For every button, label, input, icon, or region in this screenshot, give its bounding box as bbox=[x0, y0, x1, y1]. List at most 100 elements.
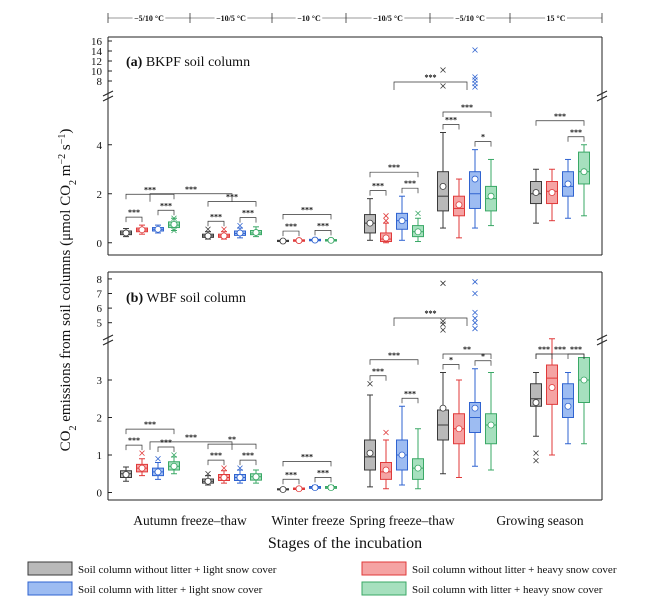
mean-marker bbox=[532, 189, 540, 196]
cross-significance-bracket: *** bbox=[393, 309, 468, 326]
mean-marker bbox=[236, 229, 244, 237]
y-tick-label: 2 bbox=[97, 189, 103, 201]
outlier-marker bbox=[171, 227, 177, 234]
mean-marker bbox=[366, 219, 374, 227]
mean-marker bbox=[580, 168, 588, 176]
y-tick-label: 14 bbox=[91, 46, 103, 58]
y-tick-label: 16 bbox=[91, 36, 103, 48]
box-1-2 bbox=[234, 222, 246, 239]
mean-marker bbox=[487, 192, 495, 200]
legend-label: Soil column with litter + light snow cov… bbox=[78, 584, 263, 596]
box-3-3 bbox=[412, 428, 424, 490]
y-tick-label: 12 bbox=[91, 56, 102, 68]
temp-label: −10/5 °C bbox=[373, 14, 403, 23]
panel-title-bold: (a) bbox=[126, 55, 143, 70]
y-label-part: m bbox=[58, 164, 74, 180]
outlier-marker bbox=[171, 452, 177, 458]
bracket-line bbox=[535, 120, 585, 126]
axis-break-mark bbox=[596, 95, 608, 102]
y-tick-label: 5 bbox=[97, 318, 103, 330]
significance-bracket: *** bbox=[369, 367, 387, 381]
significance-label: ** bbox=[228, 435, 236, 444]
mean-marker bbox=[414, 228, 422, 236]
mean-marker bbox=[295, 485, 303, 493]
significance-bracket: *** bbox=[401, 389, 419, 404]
significance-bracket: *** bbox=[369, 182, 387, 196]
box-3-0 bbox=[364, 198, 376, 241]
significance-label: *** bbox=[160, 201, 172, 210]
bracket-line bbox=[207, 201, 257, 207]
y-tick-label: 4 bbox=[97, 140, 103, 152]
box-2-2 bbox=[309, 236, 321, 244]
mean-marker bbox=[122, 471, 130, 478]
y-label-part: 2 bbox=[68, 426, 79, 431]
y-label-part: −1 bbox=[57, 134, 68, 145]
box-4-3 bbox=[485, 158, 497, 227]
box-4-0 bbox=[437, 280, 449, 475]
temp-label: −10 °C bbox=[297, 14, 321, 23]
significance-bracket: *** bbox=[314, 468, 332, 483]
y-axis-label: CO2 emissions from soil columns (μmol CO… bbox=[57, 129, 79, 452]
significance-bracket: *** bbox=[282, 470, 300, 485]
bracket-line bbox=[239, 217, 257, 223]
outlier-stroke bbox=[415, 210, 421, 217]
box-5-1 bbox=[546, 168, 558, 222]
legend-item: Soil column with litter + light snow cov… bbox=[27, 581, 263, 596]
outlier-stroke bbox=[472, 290, 478, 297]
significance-bracket: *** bbox=[282, 205, 332, 220]
bracket-line bbox=[314, 477, 332, 483]
box-0-2 bbox=[152, 224, 164, 234]
significance-bracket: *** bbox=[157, 201, 175, 216]
mean-marker bbox=[295, 237, 303, 244]
y-tick-label: 10 bbox=[91, 66, 103, 78]
significance-label: *** bbox=[242, 451, 254, 460]
box-3-2 bbox=[396, 195, 408, 241]
legend-swatch bbox=[361, 581, 407, 596]
mean-marker bbox=[279, 486, 287, 493]
mean-marker bbox=[220, 474, 228, 481]
significance-label: * bbox=[481, 352, 485, 361]
significance-bracket: * bbox=[442, 356, 460, 370]
y-label-part: −2 bbox=[57, 154, 68, 165]
outlier-stroke bbox=[171, 227, 177, 234]
box-4-1 bbox=[453, 379, 465, 478]
significance-bracket: * bbox=[474, 133, 492, 147]
outlier-stroke bbox=[205, 470, 211, 477]
mean-marker bbox=[439, 182, 447, 190]
outlier-marker bbox=[472, 279, 478, 285]
bracket-line bbox=[442, 364, 460, 370]
box-2-2 bbox=[309, 484, 321, 492]
outlier-marker bbox=[139, 450, 145, 456]
box-4-3 bbox=[485, 372, 497, 471]
box-3-0 bbox=[364, 380, 376, 488]
bracket-line bbox=[314, 229, 332, 236]
axis-break-mark bbox=[596, 339, 608, 346]
significance-bracket: *** bbox=[125, 208, 143, 223]
outlier-marker bbox=[205, 470, 211, 477]
y-tick-label: 8 bbox=[97, 76, 103, 88]
significance-bracket: *** bbox=[401, 179, 419, 194]
outlier-stroke bbox=[440, 318, 446, 325]
significance-bracket: *** bbox=[535, 112, 585, 126]
mean-marker bbox=[252, 229, 260, 236]
bracket-line bbox=[369, 190, 387, 196]
significance-bracket: *** bbox=[442, 116, 460, 130]
outlier-stroke bbox=[472, 47, 478, 53]
outlier-marker bbox=[440, 67, 446, 73]
y-label-part: emissions from soil columns (μmol CO bbox=[58, 185, 74, 426]
outlier-stroke bbox=[472, 325, 478, 332]
significance-label: *** bbox=[160, 438, 172, 447]
y-tick-label: 0 bbox=[97, 488, 103, 500]
y-tick-label: 6 bbox=[97, 303, 103, 315]
box-5-3 bbox=[578, 357, 590, 445]
temp-label: −10/5 °C bbox=[216, 14, 246, 23]
significance-label: *** bbox=[445, 116, 457, 125]
y-label-part: s bbox=[58, 144, 74, 154]
temperature-header: −5/10 °C −10/5 °C −10 °C −10/5 °C −5/10 °C 15… bbox=[107, 12, 603, 25]
mean-marker bbox=[382, 466, 390, 474]
significance-label: *** bbox=[570, 128, 582, 137]
significance-bracket: *** bbox=[535, 345, 585, 359]
significance-label: *** bbox=[461, 103, 473, 112]
